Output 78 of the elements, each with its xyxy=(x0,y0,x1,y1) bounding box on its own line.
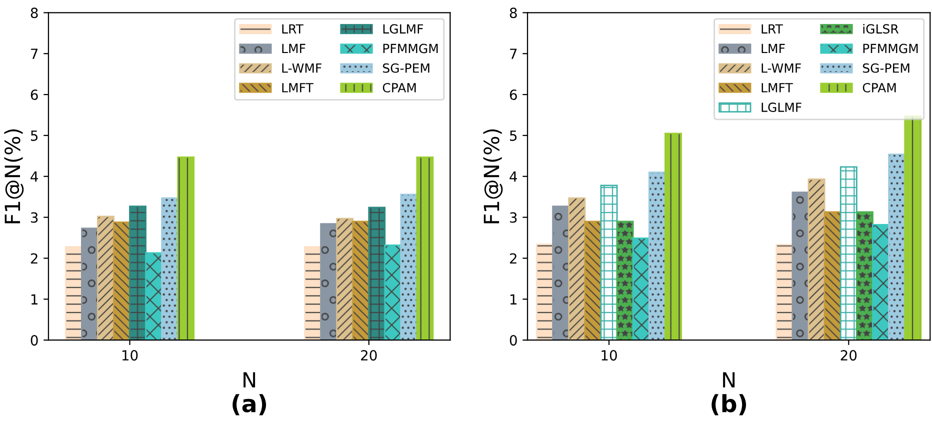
bar xyxy=(400,194,418,340)
x-tick-label: 10 xyxy=(602,350,617,361)
x-axis-title: N xyxy=(244,372,256,388)
legend-label: LMFT xyxy=(762,83,793,92)
legend-label: CPAM xyxy=(382,82,416,92)
bar xyxy=(808,178,826,340)
legend-label: SG-PEM xyxy=(382,63,430,73)
x-tick-label: 20 xyxy=(840,350,857,361)
legend-label: PFMMGM xyxy=(383,44,438,54)
y-tick-label: 4 xyxy=(510,172,518,182)
bar xyxy=(161,197,179,340)
legend-label: LGLMF xyxy=(383,24,423,34)
y-tick-label: 1 xyxy=(31,294,38,304)
bar xyxy=(97,216,114,340)
bar xyxy=(600,184,618,340)
bar xyxy=(64,246,82,340)
legend-label: LMF xyxy=(762,44,785,54)
y-tick-label: 2 xyxy=(510,253,516,264)
bar xyxy=(536,244,554,340)
legend-label: PFMMGM xyxy=(863,44,918,54)
legend-label: LRT xyxy=(762,24,783,34)
y-axis-title: F1@N(%) xyxy=(4,129,24,224)
text: (b) xyxy=(712,394,746,416)
legend-label: LMFT xyxy=(282,83,314,92)
bar xyxy=(856,211,874,340)
y-tick-label: 8 xyxy=(510,8,517,18)
y-tick-label: 3 xyxy=(30,212,38,223)
bar xyxy=(81,228,98,340)
legend-label: LRT xyxy=(282,24,304,34)
bar xyxy=(568,197,586,340)
bar xyxy=(776,244,794,340)
y-tick-label: 0 xyxy=(30,335,38,346)
bar xyxy=(129,206,146,340)
x-tick-label: 10 xyxy=(122,350,138,361)
y-tick-label: 8 xyxy=(30,8,38,18)
bar xyxy=(304,246,322,340)
bar xyxy=(632,237,650,340)
bar xyxy=(664,132,682,340)
x-axis-title: N xyxy=(723,372,735,388)
legend-label: L-WMF xyxy=(762,64,801,73)
y-tick-label: 7 xyxy=(31,48,38,59)
legend-label: iGLSR xyxy=(863,24,899,34)
bar xyxy=(792,192,810,340)
bar xyxy=(616,220,634,340)
legend-label: L-WMF xyxy=(282,64,322,73)
bar xyxy=(872,224,890,340)
bar xyxy=(177,156,195,340)
bar xyxy=(384,244,402,340)
y-tick-label: 5 xyxy=(30,130,38,141)
bar xyxy=(368,206,386,340)
bar xyxy=(113,222,130,340)
bar xyxy=(840,166,858,340)
bar xyxy=(352,220,370,340)
y-tick-label: 7 xyxy=(510,48,517,59)
legend-label: LMF xyxy=(282,44,306,54)
bar xyxy=(888,154,906,340)
y-tick-label: 1 xyxy=(510,294,517,304)
bar xyxy=(320,223,338,340)
y-tick-label: 2 xyxy=(30,253,38,264)
bar xyxy=(824,211,842,340)
bar xyxy=(648,172,666,340)
bar xyxy=(416,156,434,340)
y-tick-label: 3 xyxy=(510,212,517,223)
y-tick-label: 5 xyxy=(510,130,517,141)
y-tick-label: 6 xyxy=(30,90,38,100)
bar xyxy=(336,218,354,340)
y-axis-title: F1@N(%) xyxy=(483,129,503,224)
bar xyxy=(584,220,602,340)
bar xyxy=(552,206,570,340)
text: (a) xyxy=(232,394,266,416)
legend-label: SG-PEM xyxy=(862,63,910,73)
legend-label: LGLMF xyxy=(762,102,802,112)
bar xyxy=(145,252,162,340)
y-tick-label: 6 xyxy=(510,90,517,100)
y-tick-label: 0 xyxy=(510,335,517,346)
legend-label: CPAM xyxy=(862,82,896,92)
x-tick-label: 20 xyxy=(361,350,377,361)
y-tick-label: 4 xyxy=(30,172,38,182)
